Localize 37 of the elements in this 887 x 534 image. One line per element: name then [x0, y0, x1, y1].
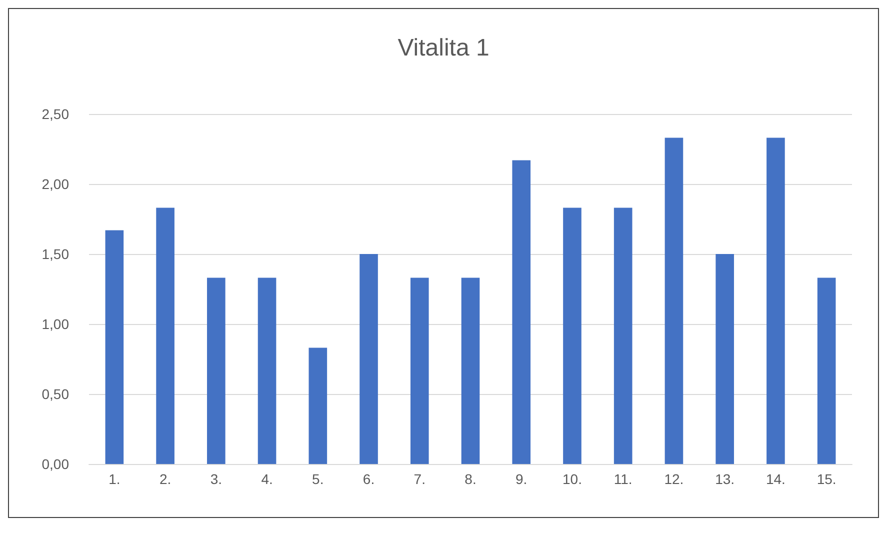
- y-tick-label: 2,00: [42, 176, 70, 192]
- bar: [461, 278, 480, 464]
- bar: [258, 278, 276, 464]
- x-tick-label: 6.: [362, 471, 375, 487]
- bar: [360, 254, 378, 464]
- x-tick-label: 4.: [261, 471, 273, 487]
- x-tick-label: 9.: [516, 471, 528, 487]
- y-tick-label: 0,50: [42, 386, 70, 402]
- bar: [563, 208, 582, 464]
- bar: [716, 254, 734, 464]
- y-tick-label: 1,50: [42, 246, 70, 262]
- x-tick-label: 13.: [715, 471, 735, 487]
- x-tick-label: 2.: [159, 471, 172, 487]
- x-tick-label: 12.: [664, 471, 684, 487]
- bar: [410, 278, 429, 464]
- x-tick-label: 11.: [614, 471, 632, 487]
- y-tick-label: 1,00: [42, 316, 70, 332]
- chart-title: Vitalita 1: [398, 34, 490, 62]
- x-tick-label: 8.: [464, 471, 476, 487]
- x-tick-label: 1.: [108, 471, 120, 487]
- bar: [156, 208, 174, 464]
- bar: [766, 138, 785, 464]
- bar: [512, 160, 531, 464]
- y-tick-label: 0,00: [42, 456, 70, 472]
- x-tick-label: 15.: [816, 471, 836, 487]
- bar: [308, 348, 328, 464]
- x-tick-label: 3.: [210, 471, 222, 487]
- x-tick-label: 10.: [562, 471, 582, 487]
- x-tick-label: 7.: [414, 471, 426, 487]
- bar: [817, 278, 836, 464]
- bar: [664, 138, 684, 464]
- bar: [614, 208, 632, 464]
- bar: [105, 230, 124, 464]
- y-tick-label: 2,50: [42, 106, 70, 122]
- bar: [207, 278, 226, 464]
- x-tick-label: 5.: [312, 471, 324, 487]
- x-tick-label: 14.: [766, 471, 786, 487]
